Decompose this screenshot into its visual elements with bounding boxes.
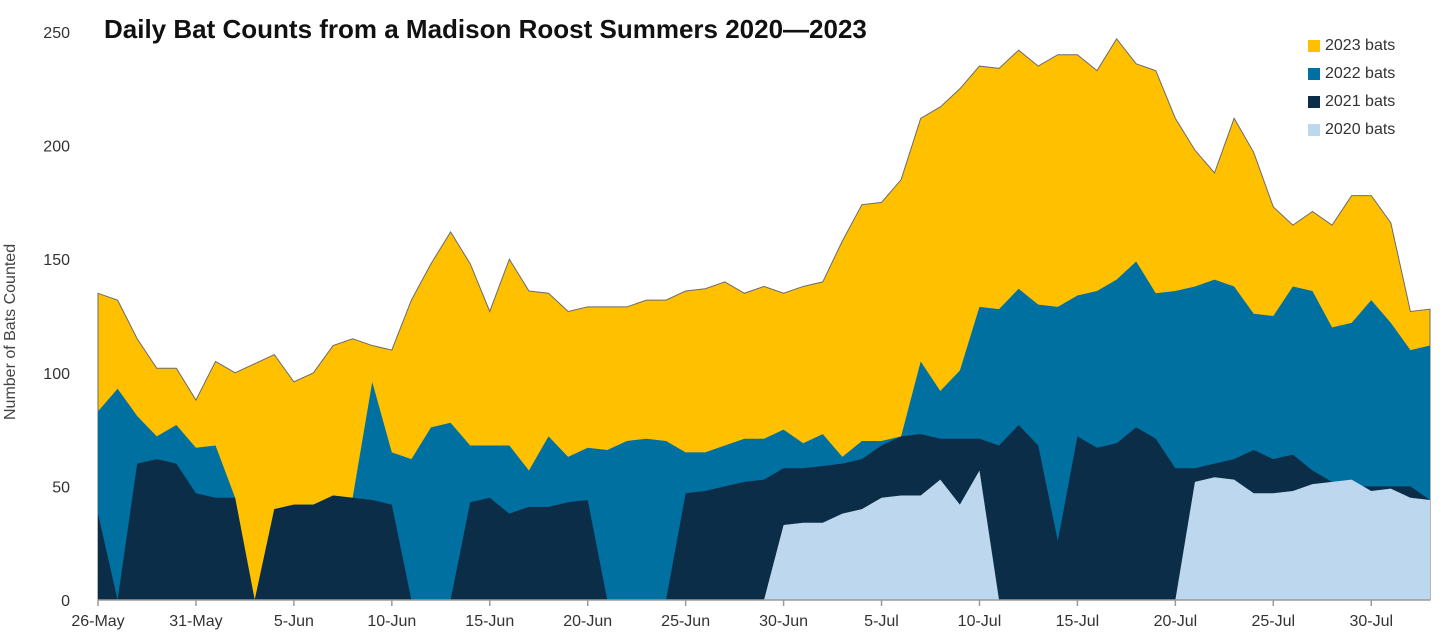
legend-label-2021: 2021 bats: [1325, 93, 1396, 110]
legend-item-2022: 2022 bats: [1308, 62, 1395, 86]
x-tick-label: 10-Jul: [958, 613, 1002, 630]
x-tick-label: 15-Jun: [465, 613, 514, 630]
legend: 2023 bats 2022 bats 2021 bats 2020 bats: [1308, 34, 1395, 146]
y-tick-label: 0: [61, 593, 70, 610]
x-tick-label: 15-Jul: [1056, 613, 1100, 630]
x-tick-label: 20-Jun: [563, 613, 612, 630]
legend-item-2020: 2020 bats: [1308, 118, 1395, 142]
x-tick-label: 20-Jul: [1154, 613, 1198, 630]
x-tick-label: 25-Jul: [1252, 613, 1296, 630]
x-tick-label: 5-Jul: [864, 613, 899, 630]
y-tick-label: 100: [43, 366, 70, 383]
y-tick-label: 250: [43, 25, 70, 42]
x-tick-label: 25-Jun: [661, 613, 710, 630]
x-tick-label: 30-Jul: [1349, 613, 1393, 630]
legend-swatch-2020: [1308, 124, 1320, 136]
y-tick-label: 150: [43, 252, 70, 269]
x-tick-label: 30-Jun: [759, 613, 808, 630]
legend-label-2022: 2022 bats: [1325, 65, 1396, 82]
x-tick-label: 10-Jun: [367, 613, 416, 630]
area-series-2021-bats: [98, 425, 1430, 600]
y-tick-label: 50: [52, 479, 70, 496]
legend-swatch-2023: [1308, 40, 1320, 52]
chart-title: Daily Bat Counts from a Madison Roost Su…: [104, 14, 867, 44]
y-tick-label: 200: [43, 139, 70, 156]
legend-swatch-2022: [1308, 68, 1320, 80]
legend-item-2021: 2021 bats: [1308, 90, 1395, 114]
x-tick-label: 5-Jun: [274, 613, 314, 630]
x-tick-label: 31-May: [169, 613, 222, 630]
area-series-2020-bats: [98, 470, 1430, 600]
x-tick-label: 26-May: [71, 613, 124, 630]
legend-swatch-2021: [1308, 96, 1320, 108]
legend-item-2023: 2023 bats: [1308, 34, 1395, 58]
legend-label-2023: 2023 bats: [1325, 37, 1396, 54]
legend-label-2020: 2020 bats: [1325, 121, 1396, 138]
